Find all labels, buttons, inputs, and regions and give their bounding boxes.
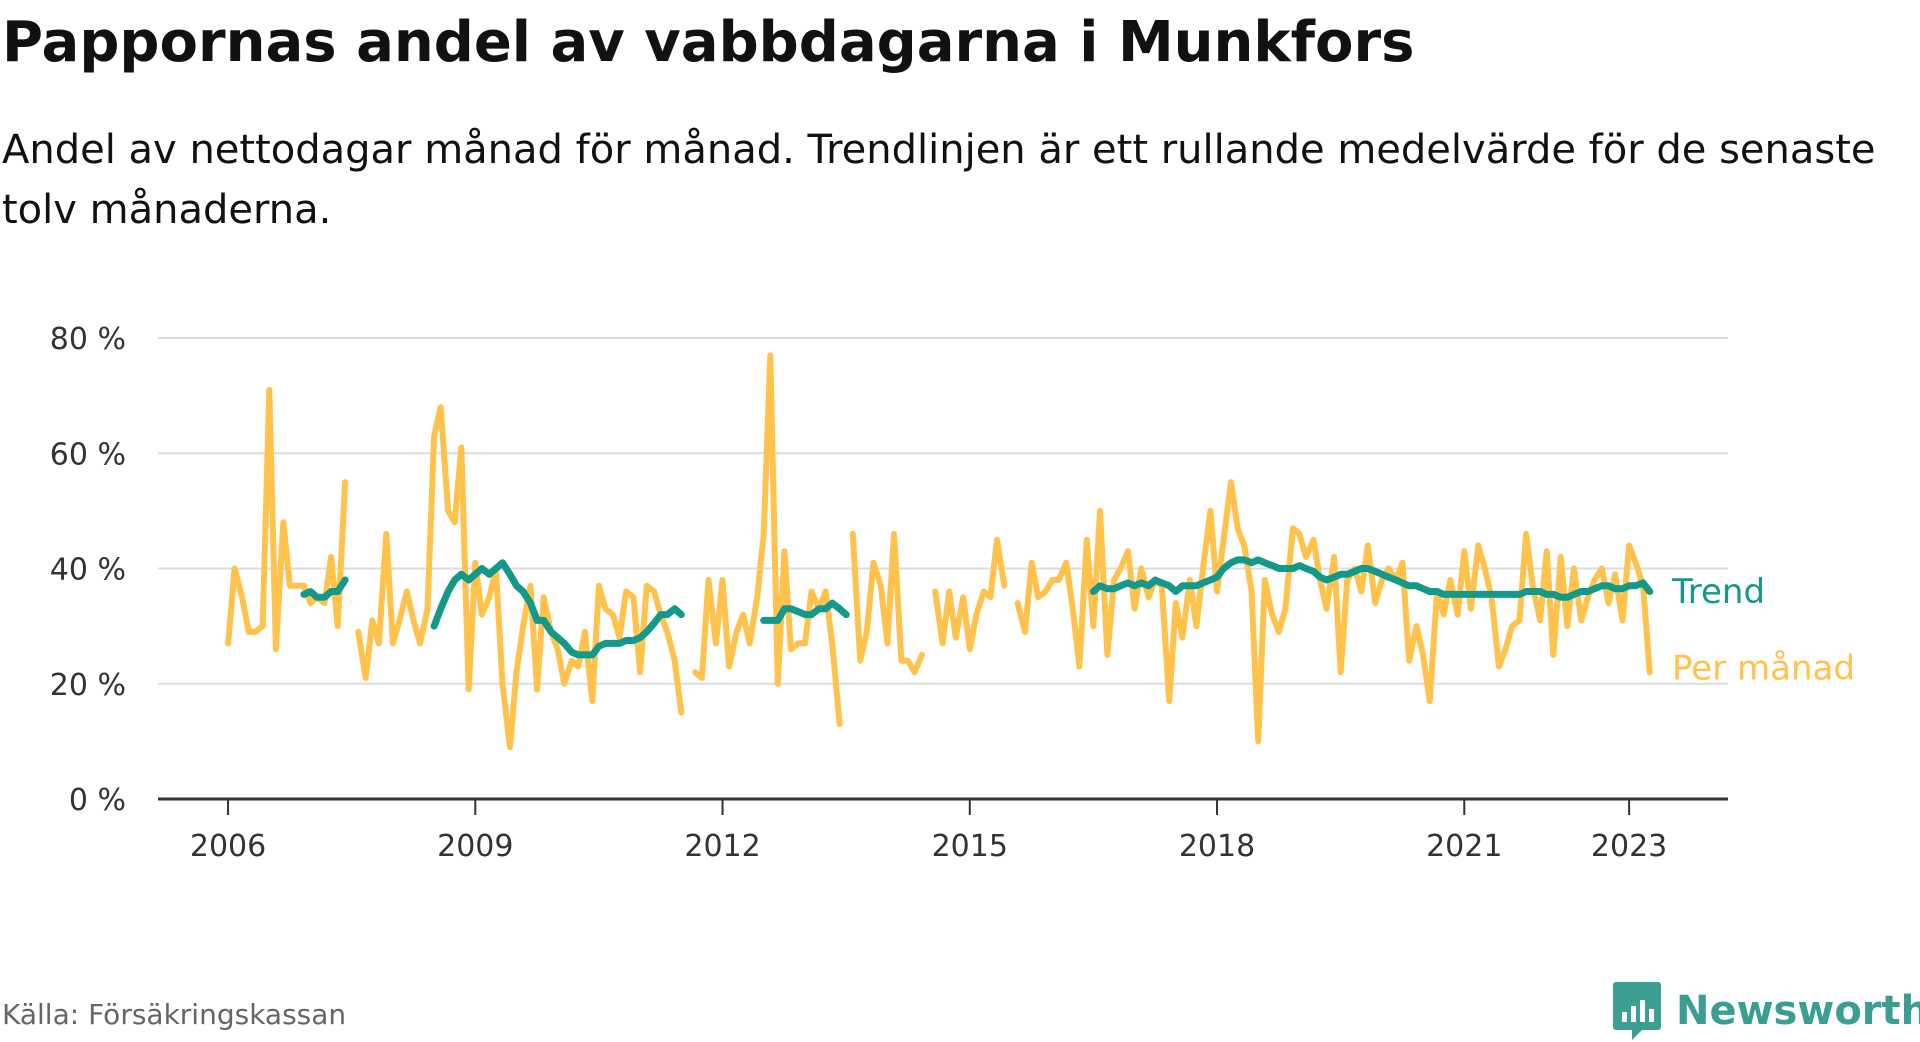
bar-chart-logo-icon [1613,982,1661,1040]
y-axis-tick-labels: 0 % 20 % 40 % 60 % 80 % [50,322,126,818]
y-tick-label: 60 % [50,437,126,472]
y-tick-label: 80 % [50,322,126,357]
x-tick-label: 2021 [1426,829,1502,864]
series-line-trend [1089,556,1654,601]
grid-lines [158,337,1728,815]
y-tick-label: 40 % [50,553,126,588]
series-line-per-manad [1014,479,1653,745]
y-tick-label: 0 % [69,783,126,818]
x-tick-label: 2012 [684,829,760,864]
chart-title: Pappornas andel av vabbdagarna i Munkfor… [2,10,1415,75]
series-label-per-manad: Per månad [1672,649,1855,689]
brand-logo: Newsworthy [1612,980,1920,1042]
source-note: Källa: Försäkringskassan [2,998,347,1031]
series-line-per-manad [692,352,843,728]
series-line-trend [430,559,685,659]
series-line-per-manad [355,404,685,751]
series-label-trend: Trend [1671,572,1765,612]
series-line-per-manad [225,386,349,653]
y-tick-label: 20 % [50,668,126,703]
x-tick-label: 2015 [932,829,1008,864]
chart-subtitle: Andel av nettodagar månad för månad. Tre… [2,127,1876,233]
series-line-per-manad [849,530,925,676]
series-lines [225,352,1654,751]
line-chart: 0 % 20 % 40 % 60 % 80 % 2006 2009 2012 2015 2018… [49,322,1858,864]
x-tick-label: 2018 [1179,829,1255,864]
x-tick-label: 2009 [437,829,513,864]
x-tick-label: 2006 [190,829,266,864]
x-tick-label: 2023 [1591,829,1667,864]
x-axis-tick-labels: 2006 2009 2012 2015 2018 2021 2023 [190,829,1667,864]
series-line-trend [760,599,850,624]
series-line-per-manad [932,536,1008,653]
series-line-trend [300,576,349,601]
brand-name: Newsworthy [1676,988,1920,1034]
series-labels: Per månad Trend [1668,569,1858,692]
